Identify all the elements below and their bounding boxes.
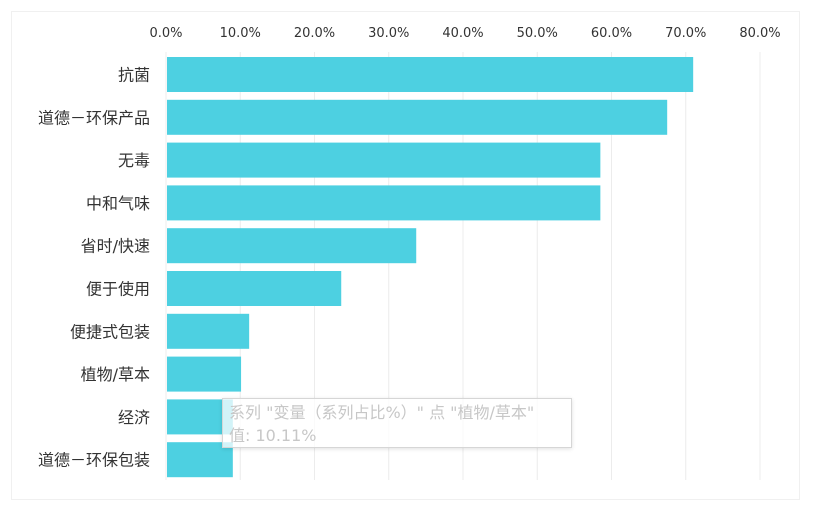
x-tick-label: 80.0%: [739, 26, 780, 41]
category-label: 省时/快速: [81, 237, 150, 256]
category-label: 便于使用: [86, 280, 150, 299]
bar[interactable]: [167, 228, 417, 264]
bar[interactable]: [167, 313, 250, 349]
x-tick-label: 50.0%: [517, 26, 558, 41]
x-tick-label: 60.0%: [591, 26, 632, 41]
x-tick-label: 30.0%: [368, 26, 409, 41]
x-axis-ticks: 0.0% 10.0% 20.0% 30.0% 40.0% 50.0% 60.0% 70.0% 8…: [149, 26, 780, 41]
chart-border: [11, 11, 800, 500]
category-label: 无毒: [118, 151, 150, 170]
bar[interactable]: [167, 442, 233, 478]
x-tick-label: 70.0%: [665, 26, 706, 41]
category-label: 植物/草本: [81, 365, 150, 384]
x-tick-label: 20.0%: [294, 26, 335, 41]
bar[interactable]: [167, 356, 242, 392]
bar[interactable]: [167, 142, 601, 178]
category-label: 道德－环保产品: [38, 108, 150, 127]
bar[interactable]: [167, 271, 342, 306]
bar[interactable]: [167, 399, 233, 435]
x-tick-label: 0.0%: [149, 26, 182, 41]
category-label: 经济: [118, 408, 150, 427]
bar[interactable]: [167, 99, 668, 135]
x-tick-label: 10.0%: [220, 26, 261, 41]
x-tick-label: 40.0%: [442, 26, 483, 41]
category-label: 便捷式包装: [70, 322, 150, 341]
category-label: 中和气味: [86, 194, 150, 213]
bars: [167, 57, 694, 478]
bar[interactable]: [167, 57, 694, 92]
category-label: 抗菌: [118, 66, 150, 85]
category-label: 道德－环保包装: [38, 451, 150, 470]
category-labels: 抗菌道德－环保产品无毒中和气味省时/快速便于使用便捷式包装植物/草本经济道德－环…: [38, 66, 150, 470]
bar[interactable]: [167, 185, 601, 221]
